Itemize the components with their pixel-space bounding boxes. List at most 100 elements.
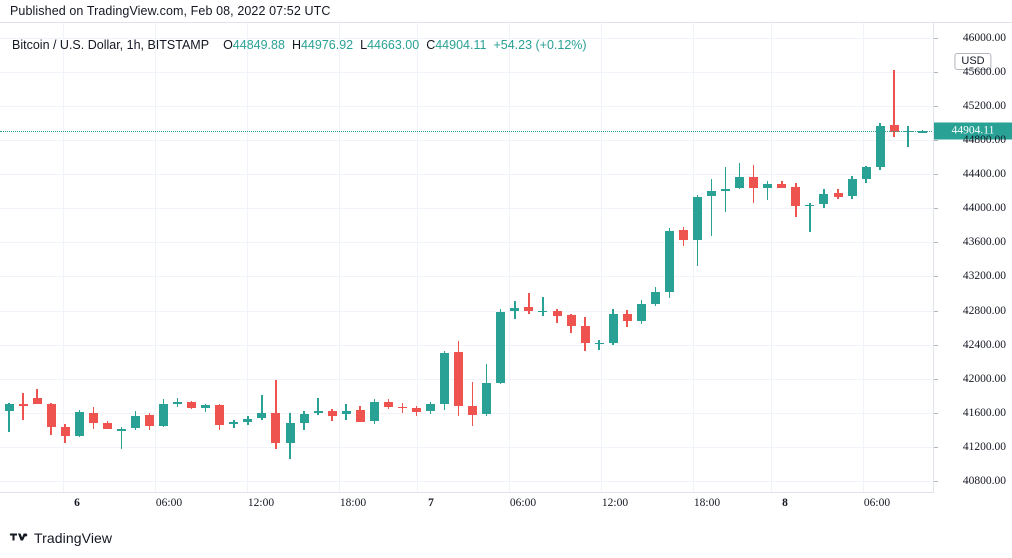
candle-body — [327, 411, 337, 417]
candle-body — [833, 192, 843, 197]
candle-body — [889, 125, 899, 133]
candle-body — [454, 352, 464, 406]
candle-body — [271, 412, 281, 443]
price-axis-tick-mark — [934, 71, 938, 73]
price-axis-tick: 42800.00 — [962, 304, 1006, 317]
gridline-horizontal — [0, 242, 933, 244]
candle-body — [496, 312, 506, 383]
gridline-horizontal — [0, 208, 933, 210]
gridline-vertical — [417, 23, 418, 492]
gridline-horizontal — [0, 105, 933, 107]
candle-wick — [8, 402, 10, 432]
tradingview-watermark: TradingView — [10, 530, 112, 546]
candle-wick — [766, 180, 769, 200]
candle-body — [622, 313, 632, 321]
candle-body — [355, 410, 365, 423]
price-axis-tick-mark — [934, 37, 938, 39]
candle-wick — [317, 397, 319, 415]
legend-close-label: C — [426, 38, 436, 52]
candle-body — [819, 193, 829, 204]
price-axis[interactable]: USD 44904.11 46000.00 45600.00 45200.00 448… — [934, 23, 1012, 515]
time-axis-tick: 6 — [74, 497, 80, 509]
price-axis-tick-mark — [934, 412, 938, 414]
gridline-horizontal — [0, 344, 933, 346]
candle-wick — [598, 339, 600, 350]
candle-body — [580, 325, 590, 343]
candle-body — [397, 406, 407, 409]
candle-body — [861, 167, 871, 180]
candle-body — [735, 177, 745, 188]
candle-wick — [204, 404, 207, 412]
candle-body — [875, 126, 885, 168]
gridline-horizontal — [0, 139, 933, 141]
candle-wick — [528, 293, 530, 314]
price-axis-tick-mark — [934, 105, 938, 107]
gridline-vertical — [247, 23, 248, 492]
candle-body — [707, 191, 716, 197]
candle-body — [201, 405, 211, 408]
price-axis-tick-mark — [934, 481, 938, 483]
price-axis-tick-mark — [934, 208, 938, 210]
current-price-line — [0, 131, 933, 132]
candle-body — [749, 176, 759, 189]
price-axis-tick: 44000.00 — [962, 202, 1006, 215]
gridline-horizontal — [0, 481, 933, 483]
candle-wick — [22, 393, 24, 420]
candle-body — [721, 188, 731, 192]
chart-pane[interactable] — [0, 23, 934, 493]
candle-body — [32, 397, 42, 405]
candle-body — [187, 401, 197, 409]
time-axis-tick: 06:00 — [863, 497, 891, 509]
candle-wick — [120, 427, 123, 449]
price-axis-tick: 44400.00 — [962, 168, 1006, 180]
candle-wick — [471, 382, 474, 426]
candle-body — [426, 404, 435, 412]
time-axis-tick: 18:00 — [339, 497, 367, 509]
legend-symbol[interactable]: Bitcoin / U.S. Dollar, 1h, BITSTAMP — [12, 38, 210, 52]
candle-body — [285, 423, 295, 443]
currency-badge[interactable]: USD — [954, 53, 992, 70]
candle-wick — [710, 179, 713, 237]
candle-body — [215, 405, 225, 425]
candle-wick — [738, 162, 741, 190]
gridline-horizontal — [0, 174, 933, 175]
candle-body — [4, 404, 14, 412]
candle-body — [566, 314, 576, 326]
candle-body — [847, 179, 857, 197]
gridline-horizontal — [0, 310, 933, 312]
candle-body — [88, 412, 98, 423]
candle-wick — [36, 388, 38, 405]
gridline-horizontal — [0, 412, 933, 414]
candle-body — [693, 197, 702, 240]
current-price-tag: 44904.11 — [934, 122, 1012, 140]
candle-body — [313, 411, 323, 413]
time-axis[interactable]: 6 06:00 12:00 18:00 7 06:00 12:00 18:00 8 06:00 — [0, 493, 934, 515]
gridline-vertical — [509, 23, 510, 492]
legend-low-value: 44663.00 — [367, 38, 420, 52]
gridline-vertical — [693, 23, 694, 492]
price-axis-tick-mark — [934, 310, 938, 312]
gridline-vertical — [601, 23, 602, 492]
candle-body — [777, 184, 787, 188]
gridline-horizontal — [0, 71, 933, 73]
candle-body — [468, 406, 478, 415]
candle-body — [538, 310, 548, 313]
candle-body — [608, 313, 618, 343]
candle-wick — [542, 296, 544, 317]
gridline-horizontal — [0, 37, 933, 39]
candle-body — [383, 401, 393, 407]
price-axis-tick: 41200.00 — [962, 440, 1006, 453]
candle-body — [18, 404, 28, 406]
time-axis-tick: 18:00 — [693, 497, 721, 509]
candle-body — [412, 407, 421, 412]
candle-body — [145, 414, 154, 427]
price-axis-tick: 41600.00 — [962, 406, 1006, 419]
legend-open-label: O — [223, 38, 233, 52]
candle-body — [650, 291, 660, 304]
candle-body — [116, 429, 126, 431]
watermark-label: TradingView — [34, 530, 113, 546]
price-axis-tick: 45600.00 — [962, 65, 1006, 78]
time-axis-tick: 7 — [428, 497, 434, 509]
candle-wick — [893, 69, 895, 138]
gridline-horizontal — [0, 378, 933, 380]
